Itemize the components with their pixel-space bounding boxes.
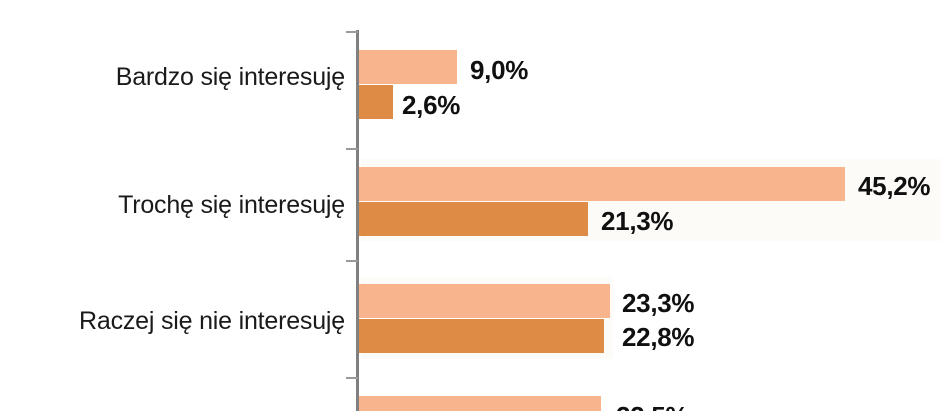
bar-group-0-light (359, 50, 457, 84)
axis-tick-1 (346, 148, 358, 150)
axis-tick-0 (346, 31, 358, 33)
bar-group-1-dark (359, 202, 588, 236)
value-label-group-1-dark: 21,3% (601, 206, 674, 236)
category-label-0: Bardzo się interesuję (115, 63, 345, 91)
bar-group-1-light (359, 167, 845, 201)
bar-group-3-light (359, 396, 601, 411)
bar-group-2-dark (359, 319, 604, 353)
value-label-group-2-dark: 22,8% (622, 322, 695, 352)
value-label-group-2-light: 23,3% (622, 288, 695, 318)
value-label-group-3-light: 22,5% (616, 403, 689, 411)
value-label-group-1-light: 45,2% (858, 171, 931, 201)
value-label-group-0-light: 9,0% (470, 55, 529, 85)
bar-group-0-dark (359, 85, 393, 119)
category-label-1: Trochę się interesuję (118, 191, 345, 219)
axis-tick-2 (346, 260, 358, 262)
axis-tick-3 (346, 377, 358, 379)
category-label-2: Raczej się nie interesuję (79, 307, 345, 335)
value-label-group-0-dark: 2,6% (402, 90, 461, 120)
bar-group-2-light (359, 284, 610, 318)
y-axis-line (356, 30, 359, 411)
